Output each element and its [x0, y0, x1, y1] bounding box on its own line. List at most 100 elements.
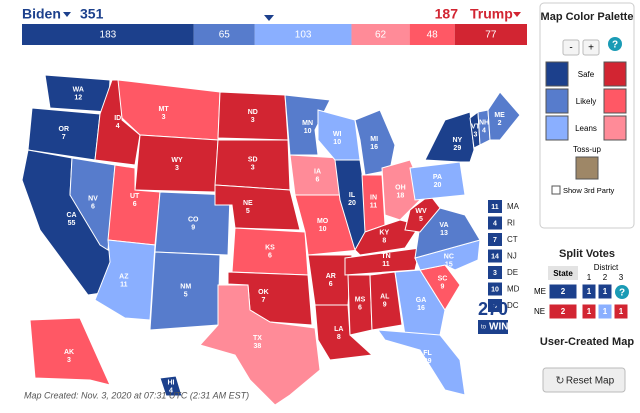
state[interactable]: [159, 375, 183, 397]
split-cell[interactable]: [613, 303, 629, 320]
state-abbr: IA: [314, 169, 321, 176]
help-icon[interactable]: [615, 285, 629, 299]
minus-label[interactable]: -: [569, 43, 572, 54]
state-ev: 15: [445, 261, 453, 268]
state-ev: 11: [382, 261, 390, 268]
footer: Map Created: Nov. 3, 2020 at 07:31 UTC (…: [24, 390, 249, 400]
small-state-box[interactable]: [488, 216, 502, 230]
small-state-box[interactable]: [488, 233, 502, 246]
state[interactable]: [154, 191, 231, 256]
help-label[interactable]: ?: [612, 40, 618, 51]
state-abbr: AL: [380, 293, 390, 300]
state[interactable]: [376, 329, 466, 396]
swatch[interactable]: [603, 115, 627, 141]
state-ev: 7: [62, 134, 66, 141]
plus-button[interactable]: [582, 39, 600, 56]
split-value: 1: [587, 307, 592, 316]
minus-button[interactable]: [562, 39, 580, 56]
state-abbr: NC: [444, 253, 454, 260]
segment-label: 62: [375, 30, 387, 41]
state[interactable]: [487, 91, 521, 141]
state-abbr: IN: [370, 195, 377, 202]
checkbox[interactable]: [551, 185, 561, 195]
state[interactable]: [394, 269, 446, 336]
dropdown-arrow[interactable]: [63, 12, 71, 17]
small-state-box[interactable]: [488, 282, 502, 296]
state-abbr: OK: [258, 289, 269, 296]
segment-label: 48: [427, 30, 439, 41]
state-abbr: CA: [66, 212, 76, 219]
dropdown-arrow[interactable]: [513, 12, 521, 17]
small-state-box[interactable]: [488, 200, 502, 213]
small-state-abbr: MD: [507, 285, 520, 294]
split-cell[interactable]: [548, 303, 578, 320]
right-name[interactable]: Trump: [470, 6, 513, 22]
state-ev: 9: [383, 301, 387, 308]
left-name[interactable]: Biden: [22, 6, 61, 22]
state-header: State: [553, 269, 573, 278]
state-abbr: AZ: [119, 274, 129, 281]
swatch[interactable]: [603, 61, 627, 87]
swatch[interactable]: [575, 156, 599, 180]
state-ev: 5: [184, 291, 188, 298]
reset-label[interactable]: Reset Map: [566, 376, 615, 387]
split-cell[interactable]: [581, 303, 597, 320]
split-cell[interactable]: [597, 283, 613, 300]
swatch[interactable]: [603, 88, 627, 114]
state-ev: 10: [319, 226, 327, 233]
header-cell: [548, 266, 578, 280]
likely-label: Likely: [576, 97, 596, 106]
plus-label[interactable]: +: [588, 43, 594, 54]
state[interactable]: [94, 239, 156, 321]
state[interactable]: [29, 317, 111, 386]
split-cell[interactable]: [597, 303, 613, 320]
state-ev: 4: [482, 128, 486, 135]
state-ev: 3: [162, 114, 166, 121]
state-ev: 6: [358, 305, 362, 312]
district-header: District: [594, 263, 619, 272]
small-state-box[interactable]: [488, 299, 502, 312]
state-abbr: GA: [416, 297, 427, 304]
state-abbr: SD: [248, 157, 258, 164]
state-abbr: LA: [334, 326, 343, 333]
small-state-abbr: CT: [507, 235, 518, 244]
help-icon[interactable]: [608, 37, 622, 51]
state-ev: 6: [316, 177, 320, 184]
swatch[interactable]: [545, 88, 569, 114]
small-state-abbr: RI: [507, 219, 515, 228]
state-ev: 10: [333, 139, 341, 146]
state-ev: 4: [169, 387, 173, 394]
state-abbr: MI: [370, 136, 378, 143]
state-ev: 5: [419, 216, 423, 223]
split-state: ME: [534, 287, 546, 296]
district-number: 3: [619, 273, 624, 282]
reset-icon[interactable]: ↻: [555, 375, 564, 387]
help-label[interactable]: ?: [619, 288, 625, 299]
small-state-box[interactable]: [488, 249, 502, 263]
district-number: 1: [587, 273, 592, 282]
state-abbr: WV: [415, 208, 427, 215]
reset-button[interactable]: [542, 367, 626, 393]
swatch[interactable]: [545, 61, 569, 87]
state-ev: 11: [120, 282, 128, 289]
state-abbr: WY: [171, 157, 183, 164]
state[interactable]: [199, 284, 321, 406]
state-ev: 18: [397, 192, 405, 199]
state[interactable]: [69, 157, 116, 251]
split-value: 1: [603, 307, 608, 316]
split-cell[interactable]: [548, 283, 578, 300]
state[interactable]: [424, 111, 475, 163]
third-party-label[interactable]: Show 3rd Party: [563, 186, 615, 195]
split-cell[interactable]: [581, 283, 597, 300]
small-state-abbr: NJ: [507, 252, 517, 261]
state[interactable]: [314, 304, 374, 361]
state[interactable]: [369, 271, 403, 331]
state-abbr: OH: [395, 184, 406, 191]
small-state-ev: 4: [493, 220, 497, 227]
state-ev: 11: [370, 203, 378, 210]
swatch[interactable]: [545, 115, 569, 141]
state[interactable]: [94, 79, 141, 166]
state[interactable]: [409, 161, 466, 201]
split-title: Split Votes: [559, 248, 615, 260]
small-state-box[interactable]: [488, 266, 502, 279]
